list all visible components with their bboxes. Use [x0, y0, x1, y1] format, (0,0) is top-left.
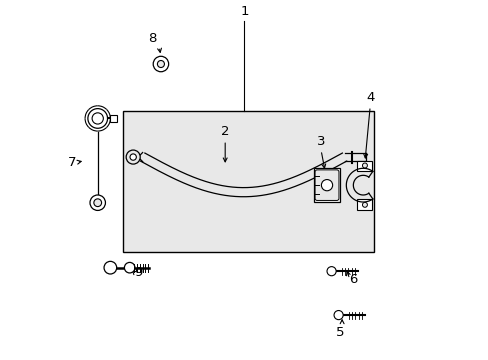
Circle shape: [126, 150, 140, 164]
Bar: [356, 161, 371, 171]
Text: 5: 5: [335, 326, 344, 339]
Circle shape: [90, 195, 105, 211]
Circle shape: [362, 163, 366, 168]
Text: 9: 9: [134, 266, 142, 279]
Bar: [110, 115, 117, 122]
Text: 3: 3: [316, 135, 325, 148]
Bar: [314, 168, 339, 202]
FancyBboxPatch shape: [314, 170, 338, 201]
Circle shape: [94, 199, 102, 207]
Bar: [356, 199, 371, 210]
Text: 6: 6: [348, 274, 357, 287]
Circle shape: [124, 262, 135, 273]
Circle shape: [157, 60, 164, 68]
Text: 1: 1: [240, 5, 248, 18]
Circle shape: [326, 267, 335, 276]
Circle shape: [333, 311, 343, 320]
Circle shape: [130, 154, 136, 160]
Circle shape: [104, 261, 117, 274]
Circle shape: [88, 109, 107, 128]
Text: 4: 4: [366, 91, 374, 104]
Circle shape: [153, 56, 168, 72]
Bar: [123, 111, 374, 252]
Circle shape: [362, 202, 366, 207]
Text: 8: 8: [148, 32, 156, 45]
Text: 7: 7: [67, 156, 76, 169]
Text: 2: 2: [221, 125, 229, 138]
Circle shape: [321, 180, 332, 191]
Circle shape: [92, 113, 103, 124]
